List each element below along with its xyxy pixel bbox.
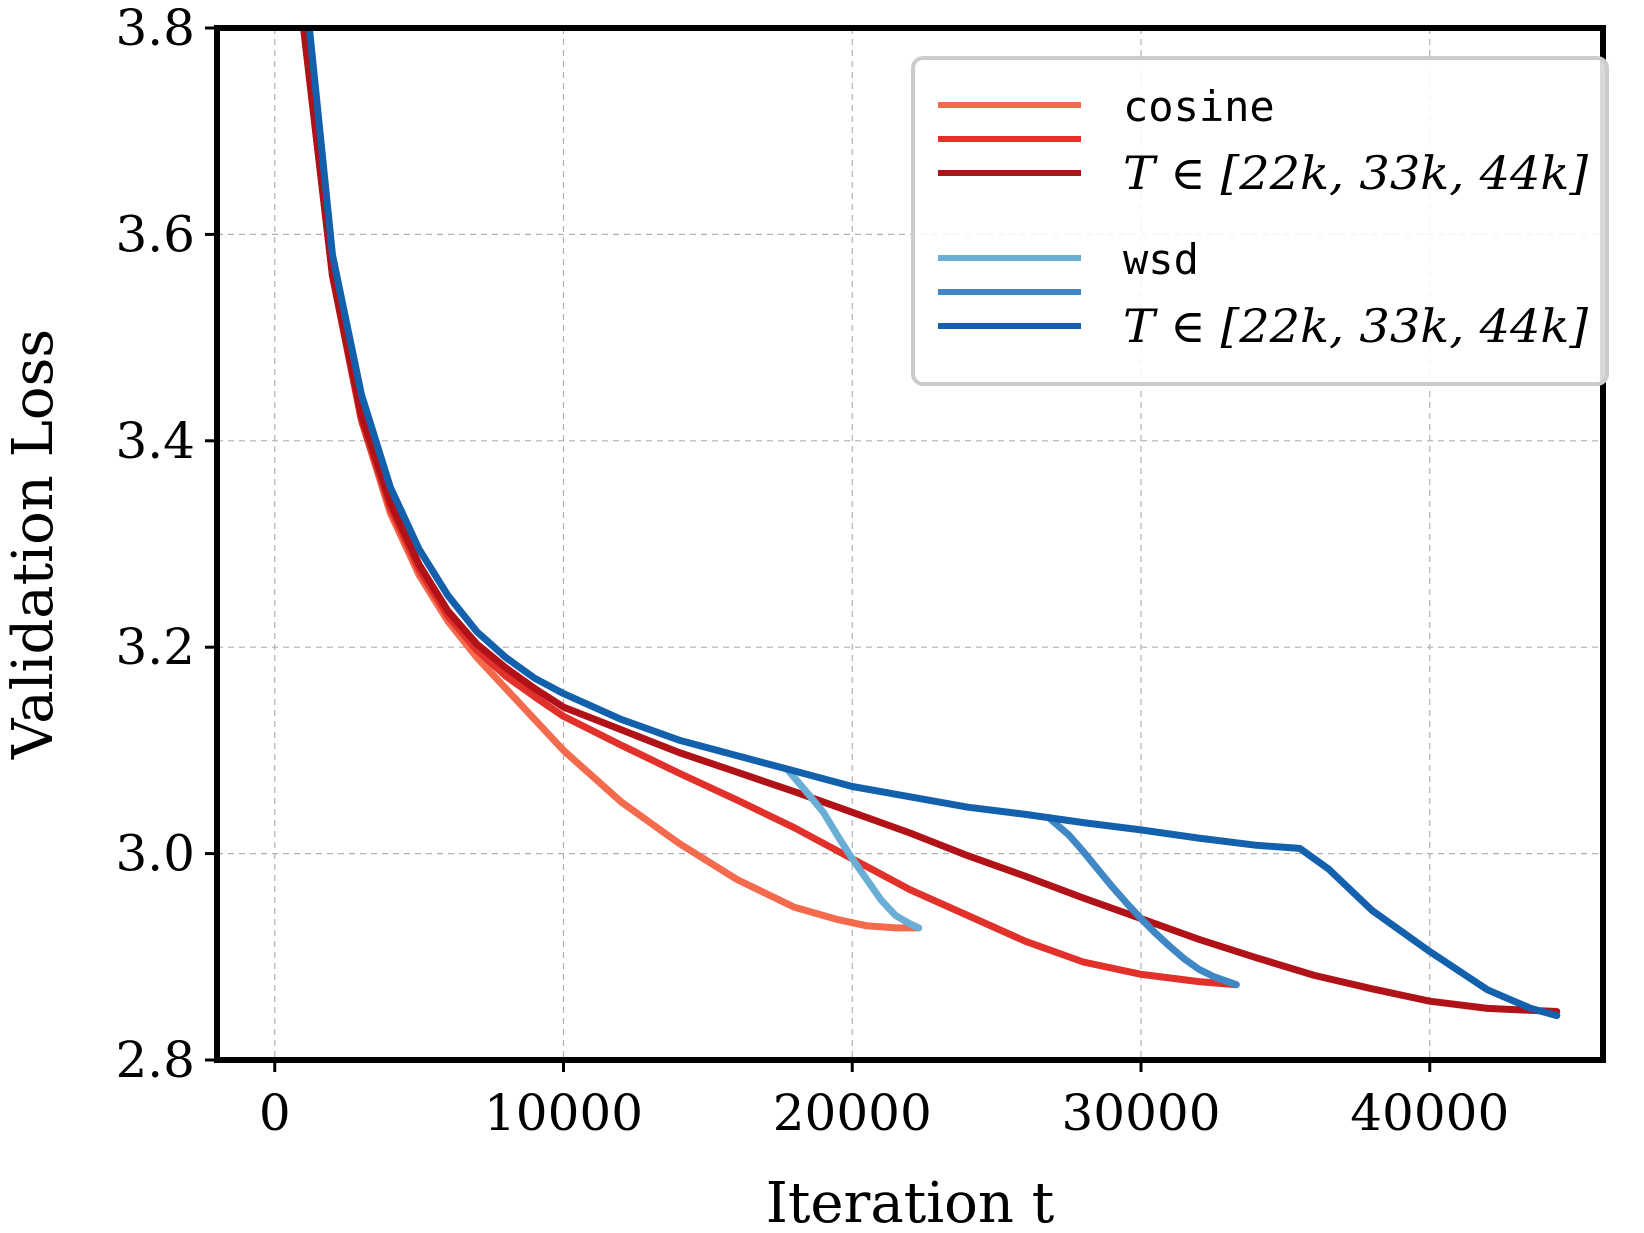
y-axis-title: Validation Loss [1,329,66,760]
tick-layer: 0 10000 20000 30000 40000 2.8 3.0 3.2 3.4 3.6 3.8 [115,0,1509,1142]
legend-label-wsd: wsd [1123,235,1199,284]
y-tick-label: 3.8 [115,0,195,57]
x-tick-label: 20000 [773,1084,932,1142]
y-tick-label: 3.4 [115,412,195,470]
series-line-cosine-t-44k [300,28,1561,1015]
y-tick-label: 2.8 [115,1031,195,1089]
y-tick-label: 3.2 [115,618,195,676]
series-line-wsd-t-33k [1045,814,1240,989]
x-axis-title: Iteration t [766,1171,1055,1233]
series-line-cosine-t-22k [300,28,923,932]
legend: cosine T ∈ [22k, 33k, 44k] wsd T ∈ [22k, 33… [911,56,1609,386]
x-tick-label: 10000 [484,1084,643,1142]
y-tick-label: 3.0 [115,825,195,883]
series-line-wsd-t-22k [785,767,923,932]
plot-frame [214,25,1606,1063]
legend-description-wsd: T ∈ [22k, 33k, 44k] [1123,299,1588,353]
x-tick-label: 30000 [1061,1084,1220,1142]
series-layer [300,28,1561,1020]
y-tick-label: 3.6 [115,205,195,263]
series-line-wsd-t-44k [305,28,1561,1020]
legend-box [911,56,1609,386]
legend-description-cosine: T ∈ [22k, 33k, 44k] [1123,146,1588,200]
x-tick-label: 0 [259,1084,291,1142]
legend-label-cosine: cosine [1123,82,1275,131]
x-tick-label: 40000 [1350,1084,1509,1142]
